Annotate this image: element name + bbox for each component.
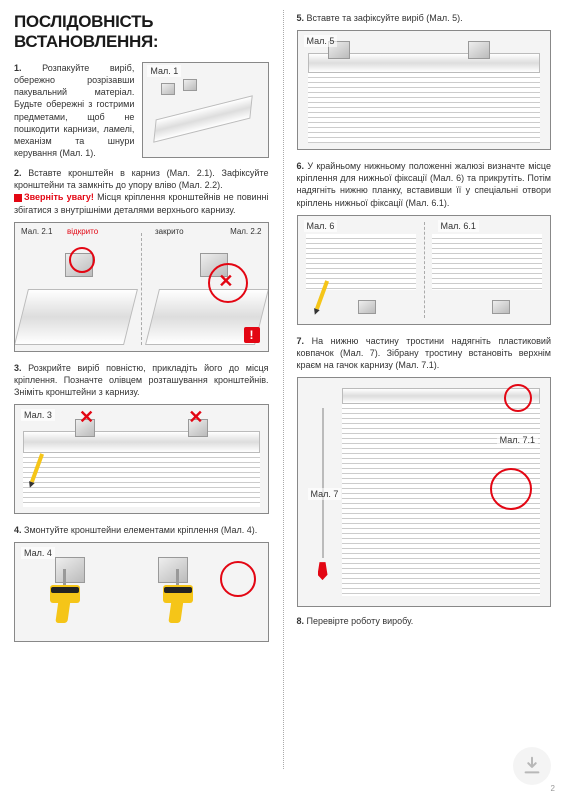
fig4-red-circle bbox=[220, 561, 256, 597]
fig7-wand bbox=[322, 408, 324, 558]
fig3-x-1: ✕ bbox=[79, 407, 94, 428]
step-4-text: 4. Змонтуйте кронштейни елементами кріпл… bbox=[14, 524, 269, 536]
closed-label: закрито bbox=[155, 227, 184, 236]
figure-4-label: Мал. 4 bbox=[21, 547, 55, 559]
fig2-divider bbox=[141, 233, 142, 345]
step-1-num: 1. bbox=[14, 63, 22, 73]
figure-1: Мал. 1 bbox=[142, 62, 268, 158]
step-8-num: 8. bbox=[297, 616, 305, 626]
step-4-body: Змонтуйте кронштейни елементами кріпленн… bbox=[24, 525, 257, 535]
right-column: 5. Вставте та зафіксуйте виріб (Мал. 5).… bbox=[283, 0, 565, 799]
figure-61-label: Мал. 6.1 bbox=[438, 220, 479, 232]
figure-6-label: Мал. 6 bbox=[304, 220, 338, 232]
figure-2: Мал. 2.1 Мал. 2.2 відкрито закрито ✕ ! bbox=[14, 222, 269, 352]
fig7-circle-1 bbox=[504, 384, 532, 412]
step-2-warn-prefix: Зверніть увагу! bbox=[24, 192, 94, 202]
fig6-divider bbox=[424, 222, 425, 318]
step-1-body: Розпакуйте виріб, обережно розрізавши па… bbox=[14, 63, 134, 158]
fig1-bracket-2 bbox=[183, 79, 197, 91]
step-3-num: 3. bbox=[14, 363, 22, 373]
step-7-text: 7. На нижню частину тростини надягніть п… bbox=[297, 335, 552, 371]
figure-71-label: Мал. 7.1 bbox=[497, 434, 538, 446]
fig2-red-x: ✕ bbox=[218, 271, 233, 292]
fig6-bracket-2 bbox=[492, 300, 510, 314]
fig4-bracket-2 bbox=[158, 557, 188, 583]
step-1-text: 1. Розпакуйте виріб, обережно розрізавши… bbox=[14, 62, 134, 159]
fig7-tassel bbox=[318, 562, 328, 580]
step-4-num: 4. bbox=[14, 525, 22, 535]
figure-3: Мал. 3 ✕ ✕ bbox=[14, 404, 269, 514]
figure-7-label: Мал. 7 bbox=[308, 488, 342, 500]
download-icon bbox=[521, 755, 543, 777]
fig5-slats bbox=[308, 73, 541, 143]
figure-5: Мал. 5 bbox=[297, 30, 552, 150]
figure-5-label: Мал. 5 bbox=[304, 35, 338, 47]
step-3-body: Розкрийте виріб повністю, прикладіть йог… bbox=[14, 363, 269, 397]
step-8-text: 8. Перевірте роботу виробу. bbox=[297, 615, 552, 627]
fig6-slats-right bbox=[432, 234, 542, 290]
step-1: 1. Розпакуйте виріб, обережно розрізавши… bbox=[14, 62, 269, 159]
step-2-text: 2. Вставте кронштейн в карниз (Мал. 2.1)… bbox=[14, 167, 269, 216]
step-6-text: 6. У крайньому нижньому положенні жалюзі… bbox=[297, 160, 552, 209]
step-8-body: Перевірте роботу виробу. bbox=[307, 616, 414, 626]
fig1-rail bbox=[154, 95, 253, 142]
fig3-slats bbox=[23, 453, 260, 507]
warn-icon-square bbox=[14, 194, 22, 202]
figure-22-label: Мал. 2.2 bbox=[230, 227, 261, 236]
figure-7: Мал. 7 Мал. 7.1 bbox=[297, 377, 552, 607]
fig2-rail-left bbox=[14, 289, 138, 345]
open-label: відкрито bbox=[67, 227, 98, 236]
fig6-slats-left bbox=[306, 234, 416, 290]
page-title: ПОСЛІДОВНІСТЬ ВСТАНОВЛЕННЯ: bbox=[14, 12, 269, 52]
step-6-body: У крайньому нижньому положенні жалюзі ви… bbox=[297, 161, 552, 207]
fig3-x-2: ✕ bbox=[188, 407, 203, 428]
fig1-bracket-1 bbox=[161, 83, 175, 95]
fig4-bracket-1 bbox=[55, 557, 85, 583]
step-5-text: 5. Вставте та зафіксуйте виріб (Мал. 5). bbox=[297, 12, 552, 24]
figure-21-label: Мал. 2.1 bbox=[21, 227, 52, 236]
step-7-num: 7. bbox=[297, 336, 305, 346]
step-7-body: На нижню частину тростини надягніть плас… bbox=[297, 336, 552, 370]
fig7-circle-2 bbox=[490, 468, 532, 510]
step-5-num: 5. bbox=[297, 13, 305, 23]
fig6-bracket-1 bbox=[358, 300, 376, 314]
figure-6: Мал. 6 Мал. 6.1 bbox=[297, 215, 552, 325]
step-3-text: 3. Розкрийте виріб повністю, прикладіть … bbox=[14, 362, 269, 398]
fig2-red-circle-1 bbox=[69, 247, 95, 273]
fig5-bracket-2 bbox=[468, 41, 490, 59]
page-number: 2 bbox=[551, 784, 555, 793]
fig2-warn-icon: ! bbox=[244, 327, 260, 343]
fig4-drill-1 bbox=[45, 585, 85, 635]
left-column: ПОСЛІДОВНІСТЬ ВСТАНОВЛЕННЯ: 1. Розпакуйт… bbox=[0, 0, 283, 799]
step-2-body: Вставте кронштейн в карниз (Мал. 2.1). З… bbox=[14, 168, 269, 190]
step-6-num: 6. bbox=[297, 161, 305, 171]
figure-3-label: Мал. 3 bbox=[21, 409, 55, 421]
figure-1-label: Мал. 1 bbox=[147, 65, 181, 77]
step-2-num: 2. bbox=[14, 168, 22, 178]
figure-4: Мал. 4 bbox=[14, 542, 269, 642]
step-5-body: Вставте та зафіксуйте виріб (Мал. 5). bbox=[307, 13, 463, 23]
fig3-rail bbox=[23, 431, 260, 453]
download-badge[interactable] bbox=[513, 747, 551, 785]
fig4-drill-2 bbox=[158, 585, 198, 635]
